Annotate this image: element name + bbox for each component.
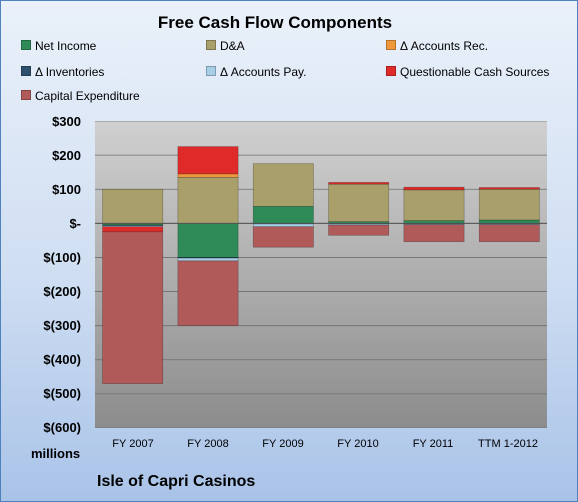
plot-background bbox=[95, 121, 547, 428]
legend-swatch bbox=[21, 40, 31, 50]
bar-segment bbox=[252, 226, 314, 248]
y-tick-label: $100 bbox=[52, 182, 81, 197]
y-tick-label: $(400) bbox=[43, 352, 81, 367]
y-tick-label: $(100) bbox=[43, 250, 81, 265]
x-tick-label: TTM 1-2012 bbox=[478, 438, 538, 450]
bar-segment bbox=[102, 231, 164, 384]
bar-segment bbox=[177, 173, 239, 178]
legend-item-accounts-pay: Δ Accounts Pay. bbox=[206, 65, 307, 79]
x-tick-label: FY 2009 bbox=[262, 438, 304, 450]
y-tick-label: $(300) bbox=[43, 318, 81, 333]
legend-swatch bbox=[206, 40, 216, 50]
bar-segment bbox=[328, 182, 390, 185]
legend-item-net-income: Net Income bbox=[21, 39, 96, 53]
y-axis-units-label: millions bbox=[31, 446, 81, 461]
chart-title: Free Cash Flow Components bbox=[157, 13, 393, 32]
legend-swatch bbox=[21, 90, 31, 100]
bar-segment bbox=[177, 223, 239, 258]
legend-label: Capital Expenditure bbox=[35, 89, 140, 103]
y-tick-label: $300 bbox=[52, 114, 81, 129]
bar-segment bbox=[403, 189, 465, 221]
legend-swatch bbox=[21, 66, 31, 76]
bar-segment bbox=[177, 257, 239, 262]
bar-segment bbox=[252, 205, 314, 224]
bar-segment bbox=[177, 260, 239, 326]
bar-segment bbox=[403, 186, 465, 191]
x-tick-label: FY 2010 bbox=[337, 438, 379, 450]
y-tick-label: $(500) bbox=[43, 386, 81, 401]
bar-segment bbox=[478, 188, 540, 221]
bar-segment bbox=[252, 163, 314, 207]
x-tick-label: FY 2008 bbox=[187, 438, 229, 450]
legend-label: Δ Inventories bbox=[35, 65, 105, 79]
bar-segment bbox=[478, 224, 540, 243]
legend-label: D&A bbox=[220, 39, 245, 53]
legend-item-capex: Capital Expenditure bbox=[21, 89, 140, 103]
bar-segment bbox=[177, 176, 239, 224]
bars bbox=[102, 146, 540, 384]
bar-segment bbox=[177, 146, 239, 175]
legend-label: Δ Accounts Rec. bbox=[400, 39, 489, 53]
plot-area bbox=[95, 121, 547, 428]
y-tick-label: $(600) bbox=[43, 420, 81, 435]
legend-item-inventories: Δ Inventories bbox=[21, 65, 104, 79]
legend-swatch bbox=[386, 40, 396, 50]
y-tick-label: $(200) bbox=[43, 284, 81, 299]
legend-label: Δ Accounts Pay. bbox=[220, 65, 307, 79]
bar-segment bbox=[102, 225, 164, 228]
company-name: Isle of Capri Casinos bbox=[97, 473, 256, 490]
x-tick-label: FY 2007 bbox=[112, 438, 154, 450]
bar-segment bbox=[478, 219, 540, 224]
legend-swatch bbox=[206, 66, 216, 76]
x-tick-label: FY 2011 bbox=[412, 438, 454, 450]
legend-label: Questionable Cash Sources bbox=[400, 65, 550, 79]
bar-segment bbox=[328, 183, 390, 222]
legend-item-accounts-rec: Δ Accounts Rec. bbox=[386, 39, 488, 53]
legend-item-questionable: Questionable Cash Sources bbox=[386, 65, 549, 79]
legend-label: Net Income bbox=[35, 39, 97, 53]
legend-swatch bbox=[386, 66, 396, 76]
legend-item-da: D&A bbox=[206, 39, 245, 53]
bar-segment bbox=[252, 223, 314, 228]
y-tick-label: $- bbox=[69, 216, 81, 231]
bar-segment bbox=[102, 226, 164, 233]
y-tick-label: $200 bbox=[52, 148, 81, 163]
bar-segment bbox=[478, 187, 540, 190]
bar-segment bbox=[328, 224, 390, 236]
bar-segment bbox=[403, 224, 465, 243]
bar-segment bbox=[102, 188, 164, 224]
